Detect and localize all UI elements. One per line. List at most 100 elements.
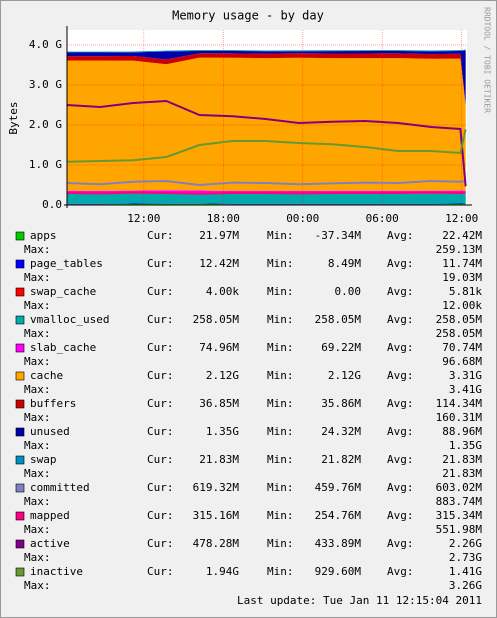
stat-label: Avg: — [387, 453, 414, 466]
stat-value: 478.28M — [193, 537, 240, 550]
line — [66, 179, 466, 187]
stat-value: 2.12G — [328, 369, 361, 382]
stat-value: 36.85M — [199, 397, 239, 410]
area — [67, 53, 466, 106]
y-tick-label: 2.0 G — [29, 118, 62, 131]
stat-label: Avg: — [387, 425, 414, 438]
stat-label: Min: — [267, 425, 294, 438]
area — [67, 203, 466, 205]
stat-label: Max: — [24, 271, 51, 284]
stat-value: 21.83M — [442, 453, 482, 466]
stat-value: 619.32M — [193, 481, 240, 494]
stat-label: Cur: — [147, 397, 174, 410]
stat-value: 21.83M — [442, 467, 482, 480]
stat-value: 3.31G — [449, 369, 482, 382]
stat-value: 69.22M — [321, 341, 361, 354]
stat-label: Max: — [24, 383, 51, 396]
stat-value: 1.41G — [449, 565, 482, 578]
stat-label: Cur: — [147, 565, 174, 578]
stat-label: Avg: — [387, 313, 414, 326]
legend-name: swap_cache — [30, 285, 96, 298]
stat-label: Avg: — [387, 229, 414, 242]
stat-label: Min: — [267, 537, 294, 550]
stat-value: 0.00 — [335, 285, 362, 298]
stat-value: 3.41G — [449, 383, 482, 396]
stat-value: -37.34M — [315, 229, 362, 242]
y-tick-label: 4.0 G — [29, 38, 62, 51]
stat-value: 2.26G — [449, 537, 482, 550]
stat-label: Max: — [24, 495, 51, 508]
stat-label: Cur: — [147, 481, 174, 494]
stat-label: Avg: — [387, 257, 414, 270]
stat-label: Avg: — [387, 509, 414, 522]
stat-label: Max: — [24, 243, 51, 256]
stat-value: 459.76M — [315, 481, 362, 494]
stat-label: Cur: — [147, 509, 174, 522]
x-tick-label: 18:00 — [207, 212, 240, 225]
stat-label: Cur: — [147, 313, 174, 326]
legend-name: slab_cache — [30, 341, 96, 354]
area — [67, 193, 466, 204]
stat-value: 114.34M — [436, 397, 483, 410]
stat-value: 35.86M — [321, 397, 361, 410]
stat-label: Max: — [24, 551, 51, 564]
line — [66, 191, 466, 195]
stat-value: 8.49M — [328, 257, 361, 270]
stat-label: Max: — [24, 299, 51, 312]
stat-value: 88.96M — [442, 425, 482, 438]
stat-label: Max: — [24, 579, 51, 592]
legend-name: inactive — [30, 565, 83, 578]
legend-name: buffers — [30, 397, 76, 410]
legend-swatch — [15, 483, 25, 493]
stat-label: Min: — [267, 369, 294, 382]
legend-swatch — [15, 567, 25, 577]
line — [66, 99, 467, 187]
stat-value: 1.35G — [206, 425, 239, 438]
x-tick-label: 00:00 — [286, 212, 319, 225]
stat-label: Min: — [267, 285, 294, 298]
legend-swatch — [15, 259, 25, 269]
stat-value: 11.74M — [442, 257, 482, 270]
x-tick-label: 06:00 — [366, 212, 399, 225]
stat-label: Max: — [24, 327, 51, 340]
legend-swatch — [15, 539, 25, 549]
y-tick-label: 3.0 G — [29, 78, 62, 91]
stat-label: Min: — [267, 229, 294, 242]
stat-value: 96.68M — [442, 355, 482, 368]
y-tick-label: 1.0 G — [29, 158, 62, 171]
stat-label: Min: — [267, 453, 294, 466]
stat-label: Avg: — [387, 341, 414, 354]
stat-value: 19.03M — [442, 271, 482, 284]
stat-label: Cur: — [147, 229, 174, 242]
stat-label: Max: — [24, 355, 51, 368]
y-axis-label: Bytes — [7, 101, 20, 134]
stat-label: Cur: — [147, 257, 174, 270]
legend-swatch — [15, 231, 25, 241]
legend-name: page_tables — [30, 257, 103, 270]
stat-label: Cur: — [147, 453, 174, 466]
legend-name: unused — [30, 425, 70, 438]
stat-label: Max: — [24, 411, 51, 424]
stat-value: 5.81k — [449, 285, 482, 298]
stat-label: Min: — [267, 257, 294, 270]
stat-label: Max: — [24, 523, 51, 536]
area — [67, 50, 466, 105]
legend-name: committed — [30, 481, 90, 494]
legend-name: mapped — [30, 509, 70, 522]
legend-swatch — [15, 399, 25, 409]
stat-label: Cur: — [147, 369, 174, 382]
stat-value: 258.05M — [193, 313, 240, 326]
legend-swatch — [15, 455, 25, 465]
stat-value: 883.74M — [436, 495, 483, 508]
stat-value: 929.60M — [315, 565, 362, 578]
legend-swatch — [15, 287, 25, 297]
line — [66, 129, 467, 163]
stat-label: Min: — [267, 313, 294, 326]
legend-swatch — [15, 427, 25, 437]
stat-value: 2.12G — [206, 369, 239, 382]
x-tick-label: 12:00 — [445, 212, 478, 225]
stat-value: 433.89M — [315, 537, 362, 550]
stat-value: 74.96M — [199, 341, 239, 354]
stat-value: 315.16M — [193, 509, 240, 522]
stat-value: 12.00k — [442, 299, 482, 312]
